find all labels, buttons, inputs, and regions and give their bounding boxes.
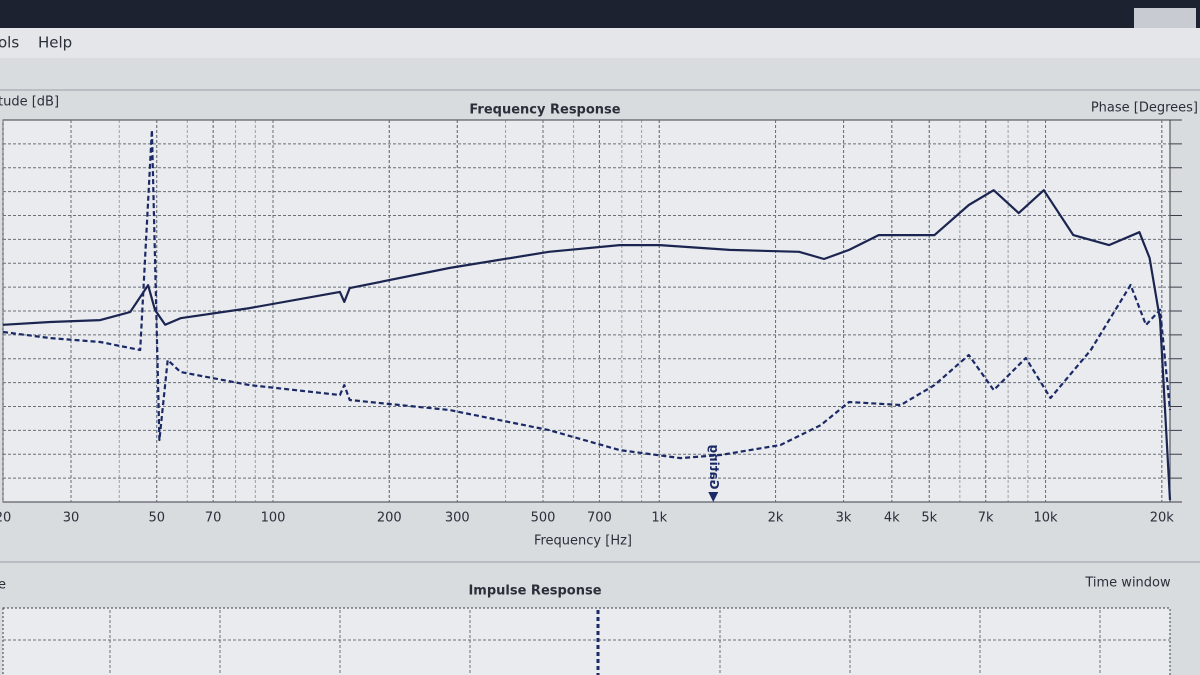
x-tick-label: 20 [0,511,11,526]
title-bar [0,0,1200,28]
x-tick-label: 5k [921,511,937,526]
impulse-right-label: Time window [1084,576,1171,591]
series-line [2,189,1172,501]
x-tick-label: 100 [261,511,286,526]
x-tick-label: 700 [587,511,612,526]
x-tick-label: 20k [1150,511,1175,526]
x-tick-label: 500 [531,511,556,526]
menu-item[interactable]: ols [0,34,19,52]
impulse-title: Impulse Response [468,584,601,599]
x-tick-label: 10k [1033,511,1058,526]
gating-label: Gating [707,445,721,490]
x-tick-label: 200 [377,511,402,526]
series-line [2,128,1172,460]
gating-marker [708,492,719,502]
x-tick-label: 3k [836,511,852,526]
impulse-plot-area [2,607,1171,675]
menu-bar [0,28,1200,58]
x-tick-label: 300 [445,511,470,526]
x-tick-label: 30 [63,511,80,526]
x-tick-label: 70 [205,511,222,526]
x-tick-label: 7k [978,511,994,526]
chart-title: Frequency Response [469,103,620,118]
menu-item[interactable]: Help [38,34,72,52]
x-axis-label: Frequency [Hz] [534,534,632,549]
x-tick-label: 50 [148,511,165,526]
y-axis-label: tude [dB] [0,95,59,110]
x-tick-label: 2k [768,511,784,526]
impulse-grid [3,610,1170,675]
minimize-button[interactable] [1134,8,1166,28]
x-tick-label: 4k [884,511,900,526]
impulse-left-label: e [0,578,6,593]
y2-axis-label: Phase [Degrees] [1091,101,1198,116]
restore-button[interactable] [1166,8,1196,28]
x-tick-label: 1k [651,511,667,526]
